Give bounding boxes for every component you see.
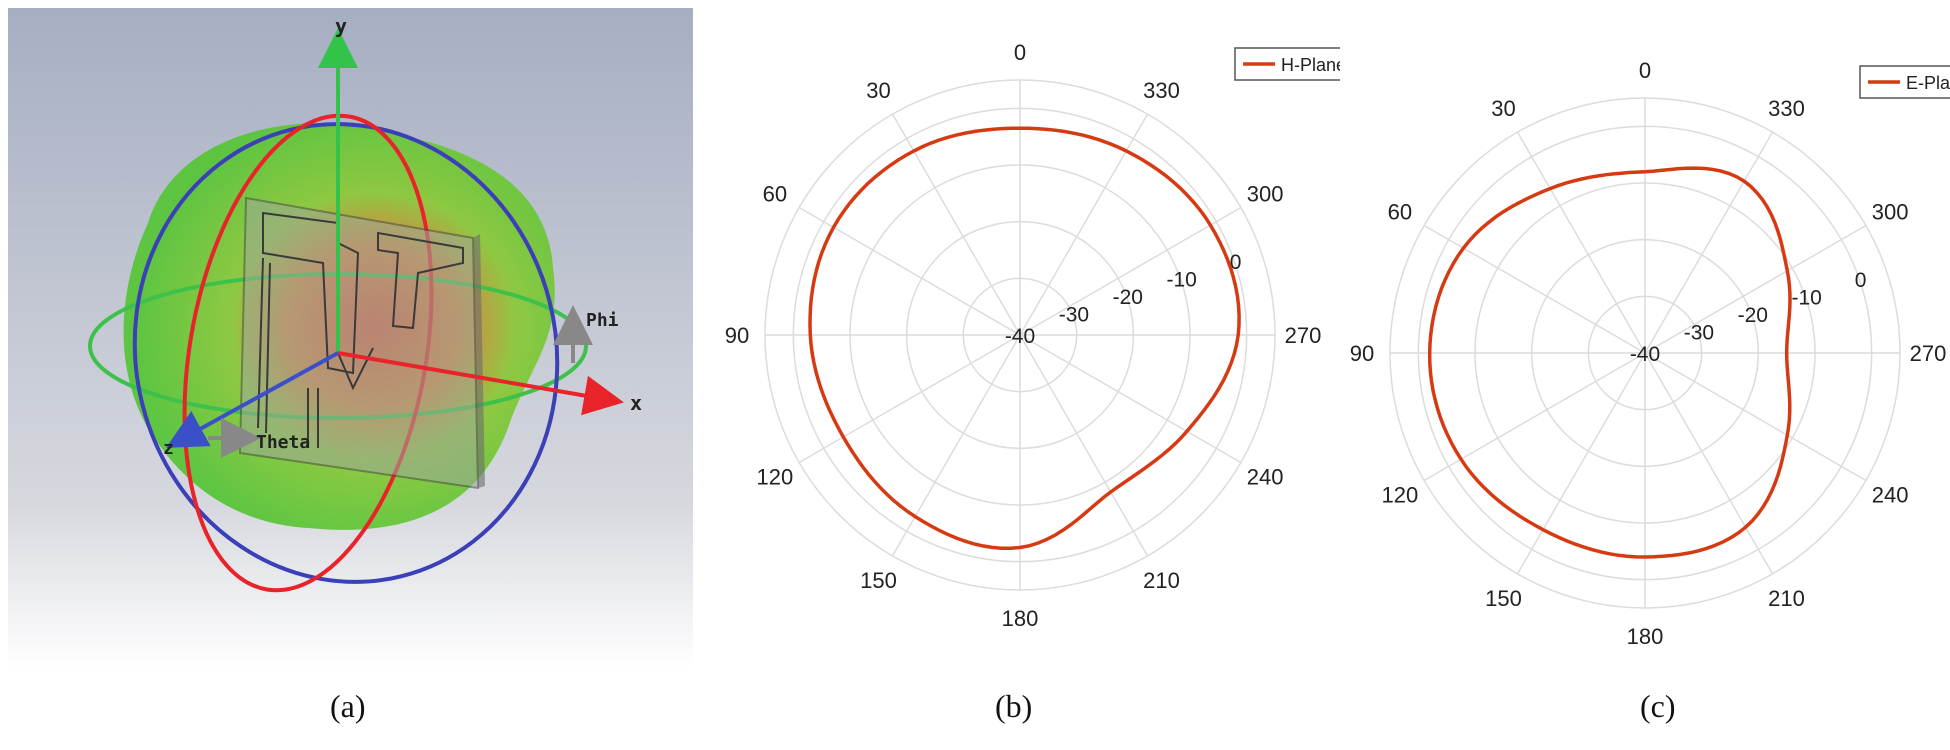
- angle-tick-label: 120: [757, 465, 794, 490]
- radial-tick-label: -40: [1005, 325, 1035, 348]
- angle-tick-label: 60: [763, 182, 787, 207]
- angle-tick-label: 270: [1285, 323, 1322, 348]
- radial-tick-label: -40: [1630, 343, 1660, 366]
- grid-spoke: [1019, 334, 1242, 464]
- angle-tick-label: 150: [1485, 586, 1522, 611]
- x-axis: [337, 351, 624, 416]
- radial-tick-label: -10: [1791, 286, 1821, 309]
- grid-spoke: [798, 334, 1021, 464]
- radiation-pattern-3d: y x z Phi Theta: [8, 8, 693, 668]
- caption-a: (a): [330, 688, 366, 724]
- angle-tick-label: 240: [1247, 465, 1284, 490]
- series-line-h-plane: [808, 126, 1241, 551]
- radial-tick-label: 0: [1855, 269, 1867, 292]
- angle-tick-label: 300: [1872, 200, 1909, 225]
- angle-tick-label: 300: [1247, 182, 1284, 207]
- y-axis-label: y: [335, 14, 347, 38]
- angle-tick-label: 240: [1872, 483, 1909, 508]
- grid-spoke: [1516, 352, 1646, 575]
- angle-tick-label: 210: [1143, 568, 1180, 593]
- theta-label: Theta: [256, 432, 310, 453]
- h-plane-polar-chart: 0 30 60 90 120 150 180 210 240 270 300 330 -40 -30 -20…: [725, 40, 1340, 631]
- z-axis-label: z: [163, 438, 174, 459]
- caption-b: (b): [995, 688, 1033, 724]
- grid-spoke: [1019, 334, 1149, 557]
- radial-tick-label: -20: [1738, 304, 1768, 327]
- angle-tick-label: 330: [1143, 78, 1180, 103]
- angle-tick-label: 60: [1388, 200, 1412, 225]
- angle-tick-label: 90: [725, 323, 749, 348]
- grid-spoke: [1644, 131, 1774, 354]
- z-axis: [165, 351, 339, 448]
- legend-label: H-Plane: [1281, 55, 1340, 75]
- caption-c: (c): [1640, 688, 1676, 724]
- phi-label: Phi: [586, 310, 619, 331]
- grid-spoke: [798, 206, 1021, 336]
- theta-ring-blue: [132, 122, 560, 584]
- angle-tick-label: 150: [860, 568, 897, 593]
- x-axis-label: x: [630, 391, 642, 415]
- grid-spoke: [1516, 131, 1646, 354]
- grid-spoke: [1423, 224, 1646, 354]
- radial-tick-label: -30: [1684, 321, 1714, 344]
- angle-tick-label: 30: [1491, 96, 1515, 121]
- angle-tick-label: 0: [1639, 58, 1651, 83]
- grid-spoke: [1644, 224, 1867, 354]
- angle-tick-label: 210: [1768, 586, 1805, 611]
- series-line-e-plane: [1427, 166, 1792, 559]
- radial-tick-label: -20: [1113, 286, 1143, 309]
- angle-tick-label: 180: [1627, 624, 1664, 649]
- radial-tick-label: 0: [1230, 251, 1242, 274]
- grid-spoke: [1019, 206, 1242, 336]
- grid-spoke: [1644, 352, 1867, 482]
- angle-tick-label: 180: [1002, 606, 1039, 631]
- angle-tick-label: 90: [1350, 341, 1374, 366]
- e-plane-polar-chart: 0 30 60 90 120 150 180 210 240 270 300 330 -40 -30 -20…: [1350, 58, 1950, 649]
- angle-tick-label: 270: [1910, 341, 1947, 366]
- grid-spoke: [891, 334, 1021, 557]
- grid-spoke: [1644, 352, 1774, 575]
- radial-tick-label: -30: [1059, 303, 1089, 326]
- angle-tick-label: 30: [866, 78, 890, 103]
- legend-label: E-Plane: [1906, 73, 1950, 93]
- angle-tick-label: 120: [1382, 483, 1419, 508]
- angle-tick-label: 0: [1014, 40, 1026, 65]
- radial-tick-label: -10: [1167, 268, 1197, 291]
- angle-tick-label: 330: [1768, 96, 1805, 121]
